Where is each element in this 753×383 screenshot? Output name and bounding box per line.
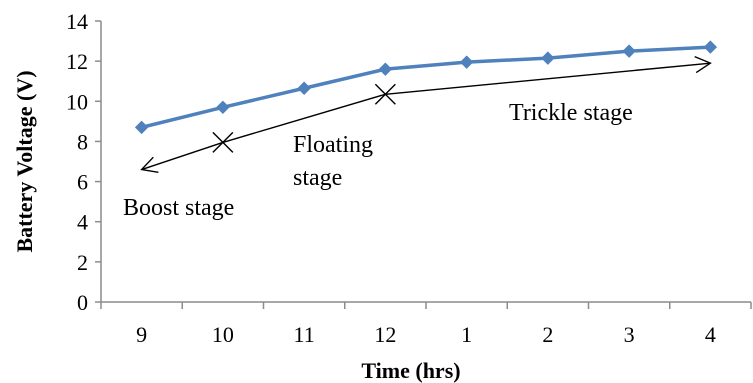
stage-boundary-cross (212, 131, 234, 153)
data-point-marker (297, 81, 311, 95)
x-axis-title: Time (hrs) (361, 358, 460, 383)
x-axis-ticks: 9 10 11 12 1 2 3 4 (100, 302, 752, 347)
y-tick-label: 2 (77, 250, 88, 275)
annotation-boost-stage: Boost stage (123, 195, 234, 221)
y-tick-label: 12 (66, 49, 88, 74)
x-tick-label: 10 (212, 322, 234, 347)
voltage-series (134, 40, 718, 135)
x-tick-label: 12 (374, 322, 396, 347)
x-tick-label: 3 (624, 322, 635, 347)
y-tick-label: 6 (77, 170, 88, 195)
arrow-head (140, 156, 159, 174)
data-point-marker (541, 51, 555, 65)
stage-arrows (140, 55, 712, 174)
arrow-head (694, 55, 712, 74)
y-tick-label: 4 (77, 210, 88, 235)
y-axis-title: Battery Voltage (V) (12, 70, 37, 252)
stage-arrow-line (141, 141, 224, 171)
x-tick-label: 9 (136, 322, 147, 347)
x-tick-label: 11 (294, 322, 315, 347)
x-tick-label: 4 (705, 322, 716, 347)
annotation-floating: Floating (293, 132, 373, 158)
stage-arrow-line (385, 62, 711, 95)
stage-boundary-cross (374, 83, 396, 105)
y-tick-label: 0 (77, 290, 88, 315)
data-point-marker (459, 55, 474, 69)
data-point-marker (703, 40, 718, 54)
y-tick-label: 10 (66, 89, 88, 114)
data-point-marker (622, 44, 636, 58)
x-tick-label: 2 (542, 322, 553, 347)
y-tick-label: 8 (77, 129, 88, 154)
annotation-floating-stage: stage (293, 165, 342, 191)
series-line (141, 45, 711, 130)
y-axis-ticks: 0 2 4 6 8 10 12 14 (66, 9, 101, 315)
data-point-marker (216, 100, 230, 115)
stage-arrow-line (222, 93, 386, 144)
data-point-marker (134, 120, 149, 135)
annotation-trickle-stage: Trickle stage (509, 100, 633, 126)
data-point-marker (378, 62, 393, 76)
y-tick-label: 14 (66, 9, 88, 34)
x-tick-label: 1 (461, 322, 472, 347)
